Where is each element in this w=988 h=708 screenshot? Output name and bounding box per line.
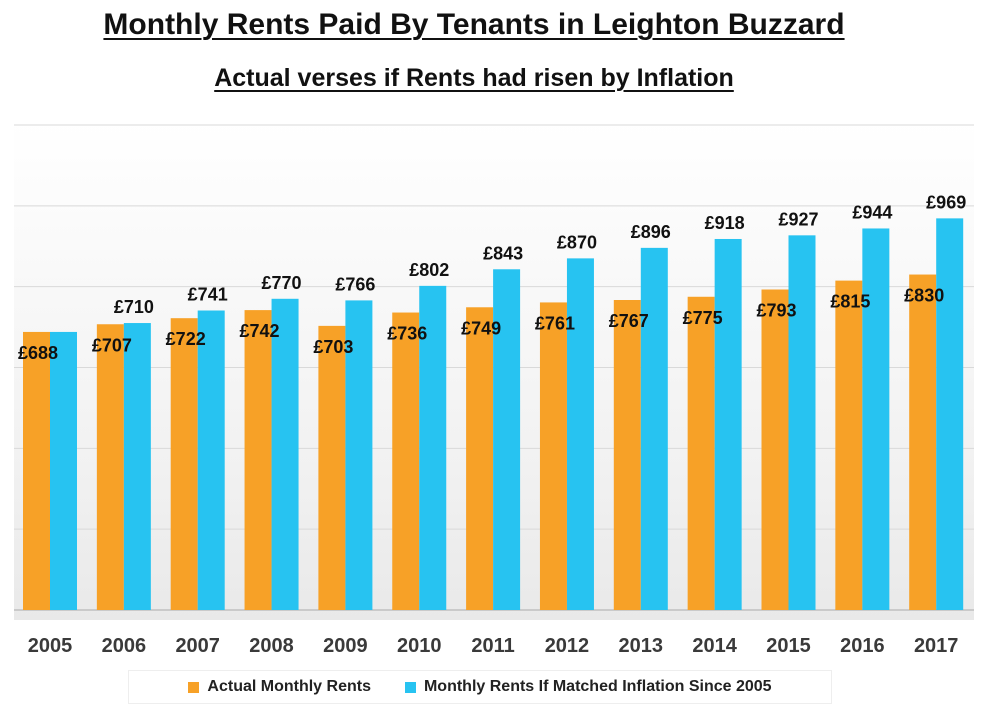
bar-actual — [687, 296, 715, 610]
bar-actual — [909, 274, 937, 610]
bar-chart: £688 2005 £707 £710 2006 £722 £741 2007 £742 £770… — [14, 124, 974, 657]
data-label-inflation: £896 — [631, 222, 671, 242]
bar-inflation — [493, 269, 521, 610]
legend-item-actual: Actual Monthly Rents — [188, 678, 371, 696]
x-tick-label: 2009 — [323, 635, 368, 657]
bar-inflation — [862, 228, 890, 610]
data-label-inflation: £766 — [335, 274, 375, 294]
x-tick-label: 2013 — [619, 635, 664, 657]
data-label-actual: £830 — [904, 286, 944, 306]
data-label-inflation: £741 — [188, 285, 228, 305]
data-label-actual: £775 — [683, 308, 723, 328]
bar-actual — [318, 325, 346, 610]
bar-actual — [23, 331, 50, 610]
x-tick-label: 2016 — [840, 635, 885, 657]
x-tick-label: 2005 — [28, 635, 73, 657]
bar-actual — [835, 280, 863, 610]
bar-inflation — [936, 218, 964, 611]
x-tick-label: 2014 — [692, 635, 737, 657]
bar-actual — [613, 300, 641, 610]
data-label-inflation: £843 — [483, 243, 523, 263]
x-tick-label: 2007 — [175, 635, 220, 657]
data-label-inflation: £969 — [926, 192, 966, 212]
data-label-actual: £749 — [461, 318, 501, 338]
x-tick-label: 2008 — [249, 635, 294, 657]
legend-swatch-inflation — [404, 681, 416, 693]
x-tick-label: 2017 — [914, 635, 959, 657]
legend-item-inflation: Monthly Rents If Matched Inflation Since… — [404, 678, 772, 696]
data-label-actual: £707 — [92, 335, 132, 355]
data-label-inflation: £944 — [852, 202, 892, 222]
bar-actual — [96, 324, 124, 610]
data-label-inflation: £802 — [409, 260, 449, 280]
legend-label-actual: Actual Monthly Rents — [207, 678, 371, 695]
bar-inflation — [566, 258, 594, 610]
chart-subtitle: Actual verses if Rents had risen by Infl… — [214, 64, 734, 92]
chart-title: Monthly Rents Paid By Tenants in Leighto… — [103, 8, 845, 41]
data-label-actual: £815 — [830, 292, 870, 312]
bar-inflation — [345, 300, 373, 610]
x-tick-label: 2006 — [102, 635, 147, 657]
data-label-actual: £761 — [535, 313, 575, 333]
bar-inflation — [714, 238, 742, 610]
bar-inflation — [50, 331, 77, 610]
data-label-inflation: £770 — [262, 273, 302, 293]
bar-inflation — [419, 285, 447, 610]
bar-actual — [761, 289, 789, 610]
legend-label-inflation: Monthly Rents If Matched Inflation Since… — [423, 678, 772, 695]
legend-swatch-actual — [188, 681, 200, 693]
bar-actual — [244, 310, 272, 610]
bar-actual — [170, 318, 198, 610]
bar-actual — [539, 302, 567, 610]
data-label-inflation: £870 — [557, 232, 597, 252]
plot-area: £688 2005 £707 £710 2006 £722 £741 2007 £742 £770… — [14, 120, 974, 657]
data-label-actual: £742 — [240, 321, 280, 341]
bar-inflation — [197, 310, 225, 610]
x-tick-label: 2010 — [397, 635, 442, 657]
bar-actual — [392, 312, 420, 610]
data-label-actual: £767 — [609, 311, 649, 331]
bar-inflation — [123, 323, 151, 610]
bar-inflation — [640, 247, 668, 610]
bar-inflation — [788, 235, 816, 610]
x-tick-label: 2011 — [471, 635, 514, 657]
data-label-inflation: £918 — [705, 213, 745, 233]
data-label-actual: £793 — [756, 300, 796, 320]
bar-actual — [466, 307, 494, 610]
bar-inflation — [271, 298, 299, 610]
data-label-actual: £736 — [387, 324, 427, 344]
data-label-inflation: £710 — [114, 297, 154, 317]
legend: Actual Monthly Rents Monthly Rents If Ma… — [128, 670, 832, 704]
x-tick-label: 2015 — [766, 635, 811, 657]
x-tick-label: 2012 — [545, 635, 590, 657]
data-label-actual: £703 — [313, 337, 353, 357]
data-label-actual: £722 — [166, 329, 206, 349]
data-label-actual: £688 — [18, 343, 58, 363]
data-label-inflation: £927 — [778, 209, 818, 229]
